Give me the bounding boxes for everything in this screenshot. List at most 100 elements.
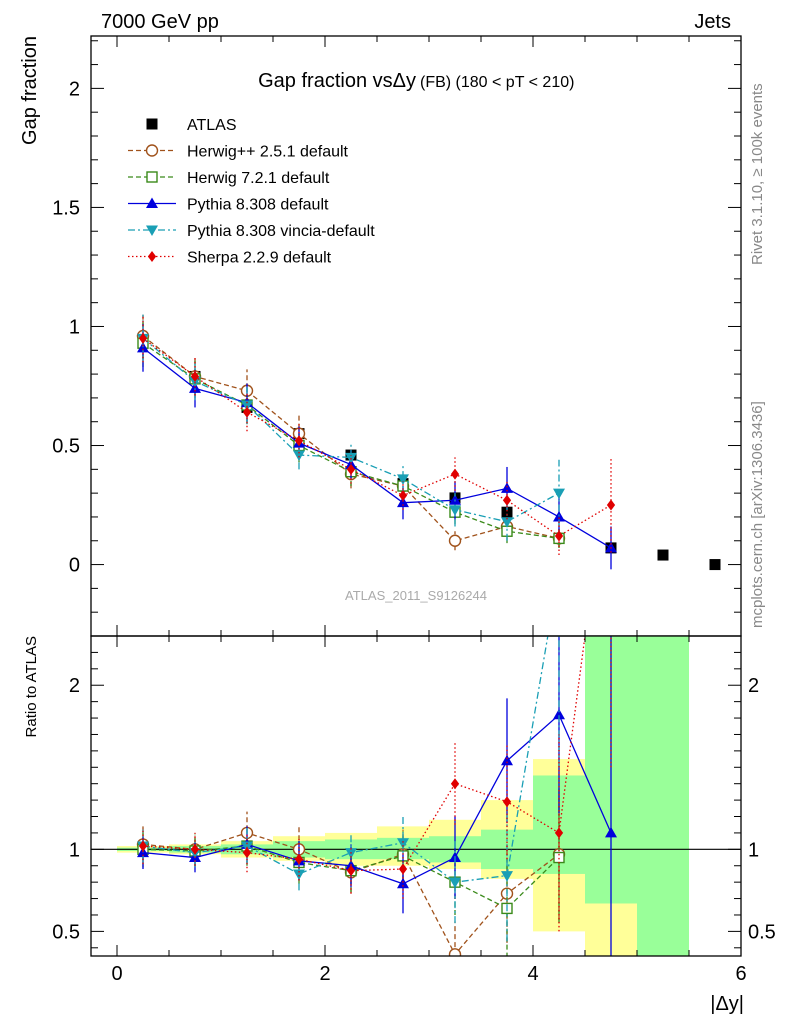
data-point [448,534,462,547]
data-point [501,517,513,528]
legend-label: Sherpa 2.2.9 default [187,250,332,267]
legend-marker [146,225,158,236]
data-point [502,796,512,808]
legend-marker [145,144,159,157]
data-point [294,853,304,865]
main-title-sub: (FB) (180 < pT < 210) [420,74,574,91]
y-tick-label: 1 [69,839,80,861]
data-point [397,838,409,849]
legend-marker [146,197,158,208]
y-tick-label-right: 2 [748,675,759,697]
legend-marker [146,171,158,183]
series-5 [138,314,616,556]
data-point [448,948,462,956]
series-4 [137,314,565,541]
data-point [242,847,252,859]
header-right: Jets [694,11,731,33]
data-point [657,549,669,561]
y-tick-label: 0 [69,555,80,577]
data-point [450,468,460,480]
legend-marker [147,251,157,262]
data-point [605,541,617,553]
data-point [294,435,304,447]
data-point [449,877,461,889]
data-point [553,488,565,500]
y-tick-label: 2 [69,675,80,697]
data-point [397,877,409,889]
main-title-main: Gap fraction vsΔy [258,70,416,92]
series-line [142,335,560,542]
y-tick-label: 1.5 [52,197,80,219]
y-tick-label: 1 [69,316,80,338]
data-point [606,499,616,511]
main-title: Gap fraction vsΔy (FB) (180 < pT < 210) [258,70,574,92]
data-point [554,530,564,542]
y-tick-label-right: 0.5 [748,921,776,943]
data-point [138,840,148,852]
x-tick-label: 2 [319,963,330,985]
data-point [190,370,200,382]
legend-item: Sherpa 2.2.9 default [128,250,332,267]
data-point [502,494,512,506]
data-point [397,474,409,485]
data-point [554,827,564,839]
xlabel: |Δy| [710,993,744,1015]
legend-marker [146,118,158,130]
legend-label: Herwig++ 2.5.1 default [187,144,349,161]
y-tick-label-right: 1 [748,839,759,861]
rivet-version-label: Rivet 3.1.10, ≥ 100k events [749,83,766,265]
legend-label: Herwig 7.2.1 default [187,170,330,187]
series-line [142,347,612,549]
series-2 [137,319,565,548]
y-tick-label: 0.5 [52,921,80,943]
ratio-ylabel: Ratio to ATLAS [23,636,40,737]
main-ylabel: Gap fraction [19,36,41,145]
x-tick-label: 0 [111,963,122,985]
series-line [142,337,612,537]
header-left: 7000 GeV pp [101,11,219,33]
data-point [293,869,305,880]
series-line [142,342,560,540]
data-point [189,382,201,393]
data-point [553,708,565,720]
legend-item: Herwig++ 2.5.1 default [128,144,349,161]
data-point [605,826,617,838]
series-1 [136,312,566,551]
data-point [450,778,460,790]
data-point [501,482,513,493]
y-tick-label: 2 [69,78,80,100]
legend-item: ATLAS [146,117,237,134]
data-point [345,458,357,470]
data-point [397,496,409,508]
data-point [189,376,201,388]
legend-label: ATLAS [187,117,237,134]
data-point [398,863,408,875]
mcplots-label: mcplots.cern.ch [arXiv:1306.3436] [749,401,766,628]
legend-item: Herwig 7.2.1 default [128,170,330,187]
legend-item: Pythia 8.308 vincia-default [128,223,375,240]
legend: ATLAS Herwig++ 2.5.1 default Herwig 7.2.1 … [128,117,375,267]
series-line [142,713,612,885]
x-tick-label: 4 [527,963,538,985]
data-point [449,505,461,516]
analysis-watermark: ATLAS_2011_S9126244 [345,588,487,603]
data-point [501,871,513,882]
series-0 [137,337,721,571]
series-4 [138,636,612,932]
ratio-plot: 0 2 4 60.5 0.51 12 2 [52,635,776,985]
y-tick-label: 0.5 [52,436,80,458]
data-point [398,490,408,502]
data-point [241,841,253,853]
legend-item: Pythia 8.308 default [128,197,329,214]
data-point [501,506,513,518]
series-3 [137,324,617,570]
data-point [346,463,356,475]
x-tick-label: 6 [735,963,746,985]
data-point [501,754,513,766]
series-line [142,337,560,523]
legend-label: Pythia 8.308 default [187,197,329,214]
data-point [190,843,200,855]
data-point [242,406,252,418]
plot-frame [90,635,742,957]
